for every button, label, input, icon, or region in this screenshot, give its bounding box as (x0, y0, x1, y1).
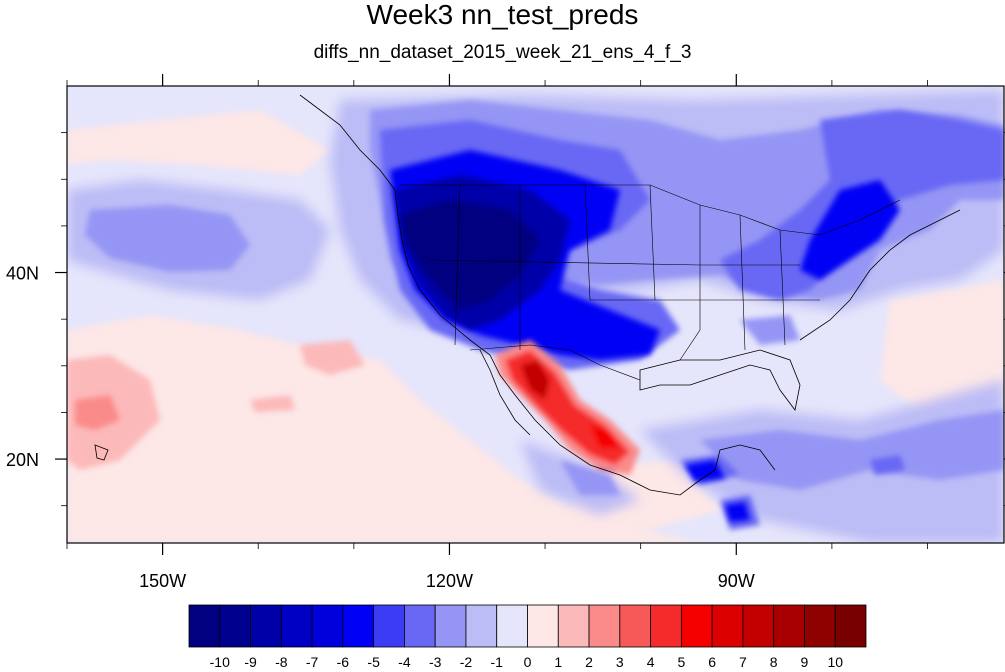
colorbar-label: -2 (460, 654, 473, 670)
colorbar-label: 5 (677, 654, 685, 670)
colorbar-swatch (588, 604, 621, 648)
colorbar-label: 6 (708, 654, 716, 670)
map-title: Week3 nn_test_preds (366, 0, 639, 30)
colorbar-swatch (834, 604, 867, 648)
colorbar-swatch (404, 604, 436, 648)
colorbar-swatch (373, 604, 405, 648)
colorbar-swatch (680, 604, 713, 648)
y-tick-label: 40N (6, 264, 39, 284)
contour-field (67, 86, 1004, 543)
minor-ticks (61, 80, 1005, 549)
political-borders (400, 184, 901, 381)
x-tick-label: 120W (426, 571, 473, 591)
x-tick-label: 150W (139, 571, 186, 591)
colorbar-label: -4 (398, 654, 411, 670)
colorbar-label: 3 (616, 654, 624, 670)
colorbar-swatch (711, 604, 744, 648)
map-subtitle: diffs_nn_dataset_2015_week_21_ens_4_f_3 (313, 42, 692, 63)
coastline (94, 94, 961, 496)
map-frame (66, 85, 1005, 544)
colorbar-swatch (434, 604, 467, 648)
colorbar-label: 1 (554, 654, 562, 670)
colorbar-label: 9 (801, 654, 809, 670)
colorbar-swatch (280, 604, 313, 648)
colorbar-swatch (557, 604, 590, 648)
colorbar-swatch (465, 604, 498, 648)
colorbar-swatch (219, 604, 251, 648)
colorbar-swatch (496, 604, 528, 648)
colorbar-swatch (527, 604, 559, 648)
colorbar-swatch (650, 604, 682, 648)
positive-core-region (495, 340, 640, 475)
colorbar-label: 0 (524, 654, 532, 670)
colorbar-label: 2 (585, 654, 593, 670)
colorbar-swatch (773, 604, 805, 648)
colorbar-label: -10 (210, 654, 230, 670)
colorbar-label: -9 (244, 654, 257, 670)
colorbar-label: 4 (647, 654, 655, 670)
colorbar-swatch (742, 604, 775, 648)
colorbar: -10 -9 -8 -7 -6 -5 -4 -3 -2 -1 0 1 2 3 4 5 6 7 8 9 10 (188, 604, 867, 670)
latitude-axis: 40N 20N (6, 264, 1005, 470)
colorbar-swatch (804, 604, 836, 648)
y-tick-label: 20N (6, 450, 39, 470)
colorbar-swatch (342, 604, 375, 648)
colorbar-label: -6 (337, 654, 350, 670)
colorbar-label: -5 (367, 654, 380, 670)
colorbar-label: 7 (739, 654, 747, 670)
longitude-axis: 150W 120W 90W (139, 74, 755, 591)
x-tick-label: 90W (718, 571, 755, 591)
colorbar-label: -1 (491, 654, 504, 670)
colorbar-swatch (311, 604, 344, 648)
colorbar-swatch (188, 604, 221, 648)
colorbar-label: 10 (827, 654, 843, 670)
colorbar-label: -8 (275, 654, 288, 670)
colorbar-label: 8 (770, 654, 778, 670)
colorbar-label: -3 (429, 654, 442, 670)
negative-core-region (400, 200, 540, 310)
colorbar-label: -7 (306, 654, 319, 670)
colorbar-swatch (250, 604, 282, 648)
colorbar-swatch (619, 604, 651, 648)
